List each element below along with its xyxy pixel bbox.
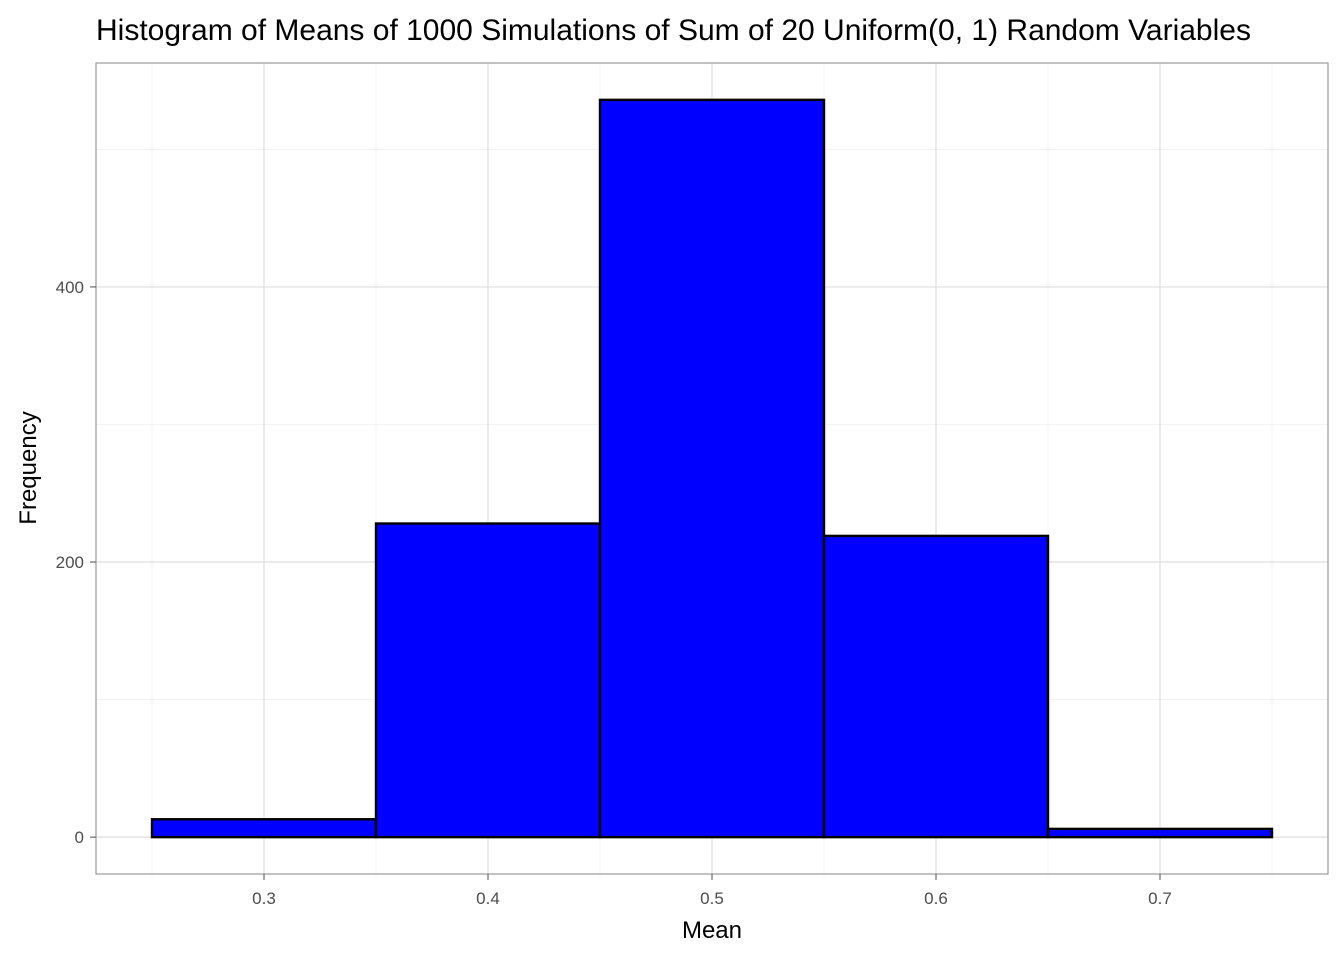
y-axis-title: Frequency (15, 411, 42, 524)
x-tick-label: 0.4 (476, 889, 500, 908)
histogram-bar-5 (1046, 827, 1274, 839)
x-axis-title: Mean (682, 917, 742, 944)
x-tick-label: 0.5 (700, 889, 724, 908)
y-tick-label: 0 (75, 828, 84, 847)
x-tick-label: 0.6 (924, 889, 948, 908)
histogram-bar-3 (598, 98, 826, 839)
histogram-bars (150, 98, 1274, 839)
x-tick-label: 0.3 (252, 889, 276, 908)
y-tick-label: 200 (56, 553, 84, 572)
histogram-bar-1 (150, 818, 378, 839)
y-axis-ticks: 0 200 400 (56, 278, 96, 847)
histogram-bar-4 (822, 534, 1050, 839)
y-tick-label: 400 (56, 278, 84, 297)
chart-title: Histogram of Means of 1000 Simulations o… (96, 14, 1251, 47)
x-axis-ticks: 0.3 0.4 0.5 0.6 0.7 (252, 874, 1172, 908)
x-tick-label: 0.7 (1148, 889, 1172, 908)
histogram-bar-2 (374, 522, 602, 839)
